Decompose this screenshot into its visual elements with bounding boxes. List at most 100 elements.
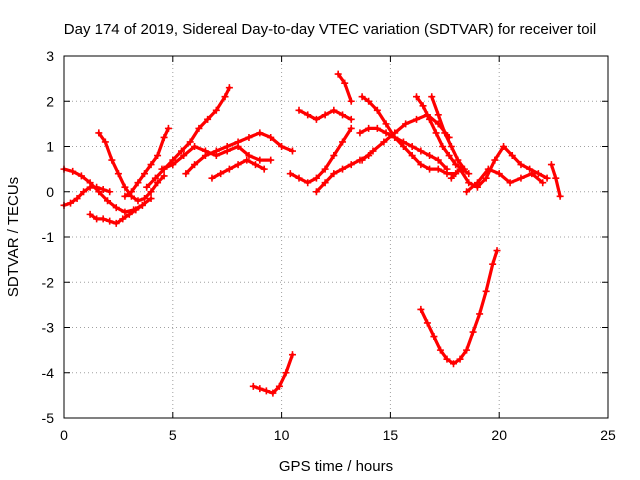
data-point xyxy=(245,152,253,160)
data-point xyxy=(217,170,225,178)
x-tick-label: 10 xyxy=(274,427,290,443)
series-line xyxy=(184,131,295,176)
data-point xyxy=(221,93,229,101)
data-point xyxy=(112,219,120,227)
data-point xyxy=(114,170,122,178)
data-point xyxy=(434,156,442,164)
data-point xyxy=(80,188,88,196)
data-point xyxy=(73,195,81,203)
data-point xyxy=(201,152,209,160)
data-point xyxy=(476,310,484,318)
data-point xyxy=(121,183,129,191)
data-point xyxy=(134,179,142,187)
data-point xyxy=(143,183,151,191)
data-point xyxy=(169,161,177,169)
data-point xyxy=(365,97,373,105)
data-point xyxy=(269,389,277,397)
data-point xyxy=(288,351,296,359)
data-point xyxy=(447,143,455,150)
data-point xyxy=(517,161,525,169)
data-point xyxy=(380,138,388,146)
series-arc-23 xyxy=(547,161,564,200)
data-series xyxy=(60,70,564,397)
series-arc-22 xyxy=(463,165,547,196)
data-point xyxy=(339,138,347,146)
data-point xyxy=(402,120,410,128)
data-point xyxy=(452,161,460,169)
data-point xyxy=(312,188,320,196)
data-point xyxy=(180,152,188,160)
data-point xyxy=(413,93,421,101)
data-point xyxy=(154,152,162,160)
data-point xyxy=(489,260,497,268)
data-point xyxy=(99,215,107,223)
data-point xyxy=(528,170,536,178)
series-arc-17 xyxy=(358,111,453,164)
data-point xyxy=(443,165,451,173)
data-point xyxy=(456,355,464,363)
series-arc-10 xyxy=(249,351,296,397)
x-tick-label: 0 xyxy=(60,427,68,443)
data-point xyxy=(517,174,525,182)
data-point xyxy=(482,287,490,295)
series-arc-5 xyxy=(121,124,172,200)
y-axis-label: SDTVAR / TECUs xyxy=(5,177,22,297)
data-point xyxy=(382,120,390,128)
data-point xyxy=(430,333,438,341)
series-line xyxy=(314,154,371,194)
data-point xyxy=(347,115,355,123)
data-point xyxy=(439,143,447,150)
x-tick-label: 15 xyxy=(383,427,399,443)
data-point xyxy=(93,215,101,223)
data-point xyxy=(178,147,186,155)
data-point xyxy=(86,210,94,218)
data-point xyxy=(356,129,364,137)
series-line xyxy=(449,144,549,189)
data-point xyxy=(526,165,534,173)
data-point xyxy=(245,133,253,141)
data-point xyxy=(223,143,231,150)
data-point xyxy=(408,152,416,160)
data-point xyxy=(295,174,303,182)
data-point xyxy=(208,174,216,182)
data-point xyxy=(552,174,560,182)
data-point xyxy=(539,179,547,187)
series-arc-4 xyxy=(95,129,168,205)
data-point xyxy=(454,156,462,164)
data-point xyxy=(339,165,347,173)
data-point xyxy=(417,161,425,169)
data-point xyxy=(321,179,329,187)
data-point xyxy=(275,382,283,390)
data-point xyxy=(191,161,199,169)
data-point xyxy=(69,167,77,175)
data-point xyxy=(436,346,444,354)
data-point xyxy=(141,195,149,203)
data-point xyxy=(547,161,555,169)
data-point xyxy=(373,124,381,132)
data-point xyxy=(127,188,135,196)
data-point xyxy=(347,124,355,132)
data-point xyxy=(447,174,455,182)
series-arc-19 xyxy=(428,93,468,173)
y-tick-label: -5 xyxy=(42,410,55,426)
data-point xyxy=(267,133,275,141)
data-point xyxy=(212,147,220,155)
data-point xyxy=(234,161,242,169)
data-point xyxy=(278,143,286,150)
data-point xyxy=(341,79,349,87)
data-point xyxy=(99,185,107,193)
data-point xyxy=(112,204,120,212)
data-point xyxy=(408,143,416,150)
data-point xyxy=(106,188,114,196)
data-point xyxy=(347,161,355,169)
data-point xyxy=(495,170,503,178)
series-arc-20 xyxy=(417,247,501,368)
y-tick-label: -1 xyxy=(42,229,55,245)
plot-frame xyxy=(63,55,609,419)
data-point xyxy=(86,183,94,191)
y-tick-label: -2 xyxy=(42,274,55,290)
data-point xyxy=(191,143,199,150)
y-tick-label: 3 xyxy=(46,48,54,64)
series-arc-13 xyxy=(295,106,355,123)
data-point xyxy=(373,106,381,114)
